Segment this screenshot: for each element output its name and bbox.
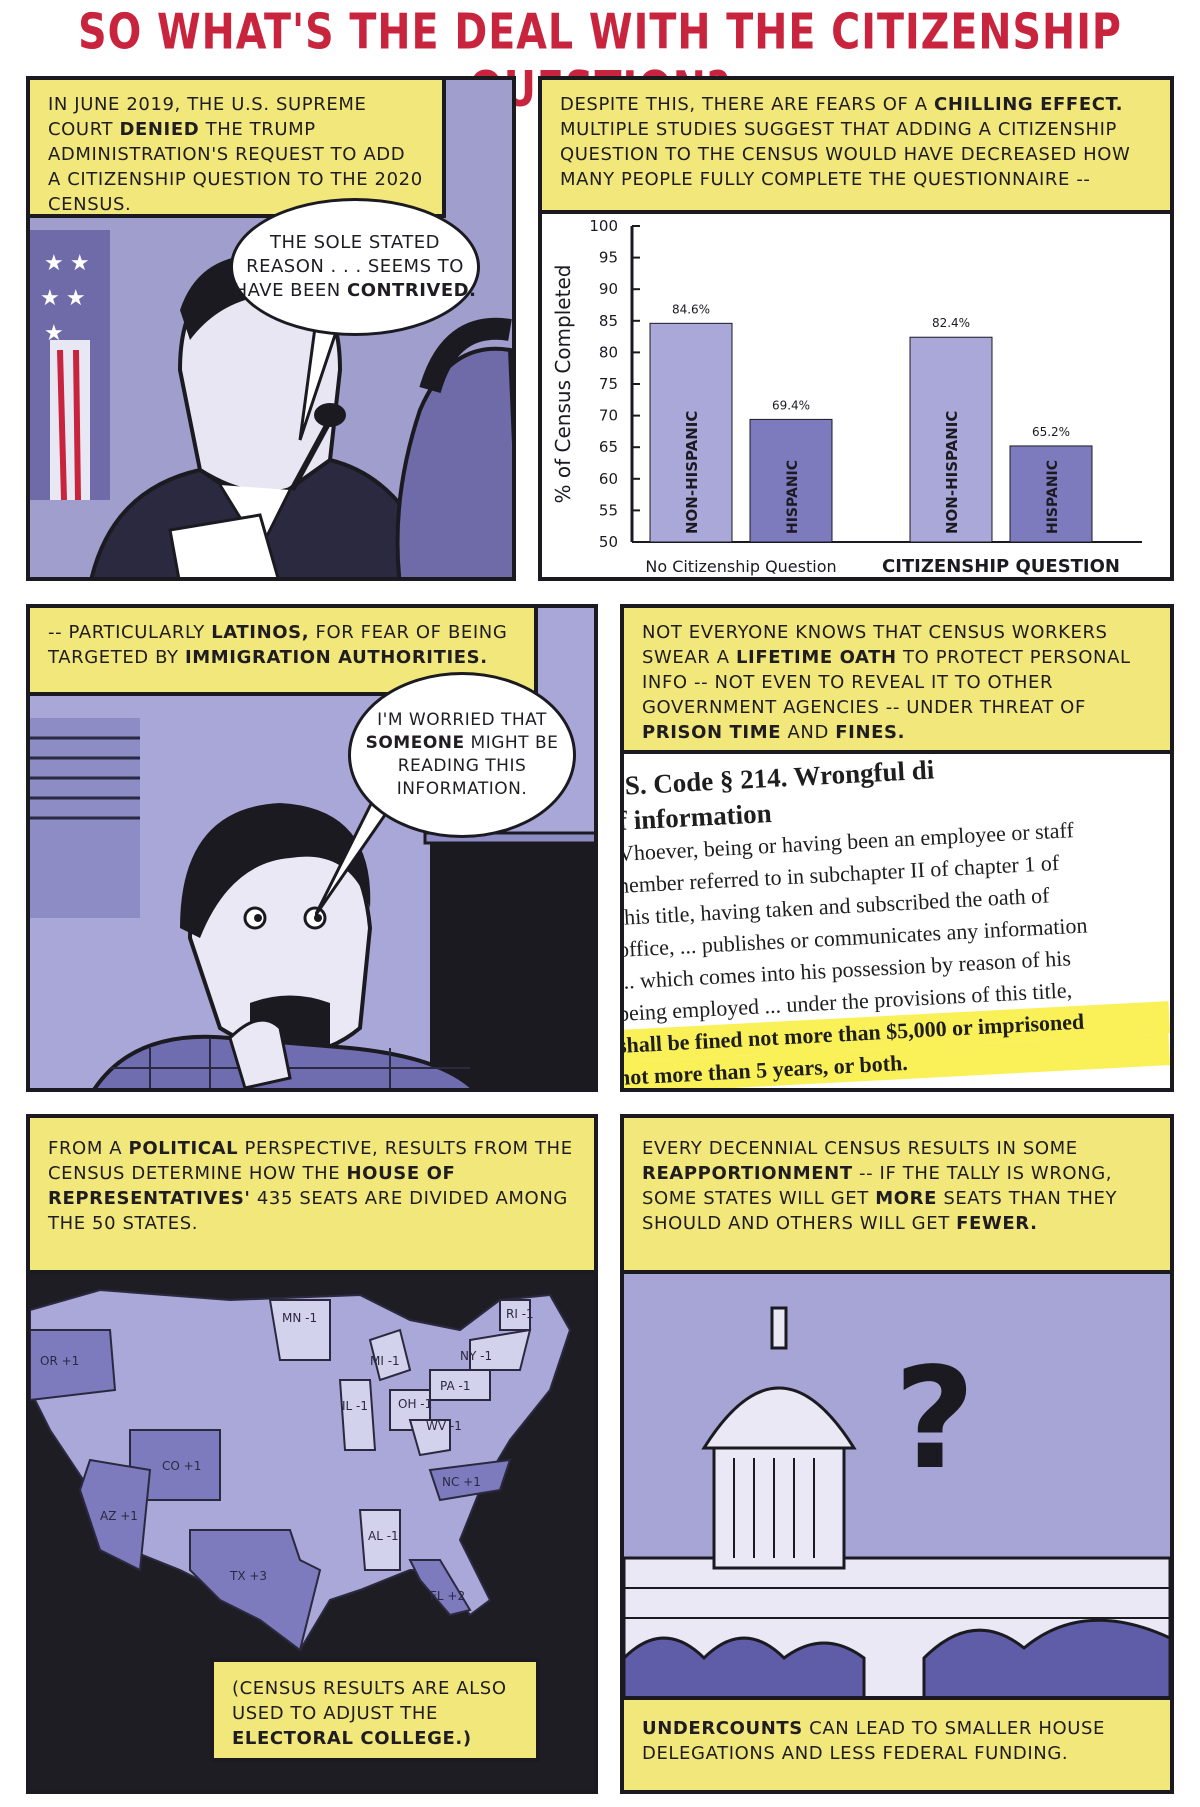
panel6-bottom-caption: UNDERCOUNTS CAN LEAD TO SMALLER HOUSE DE…: [624, 1696, 1170, 1790]
svg-text:★: ★: [44, 320, 64, 345]
panel-worried-man: -- PARTICULARLY LATINOS, FOR FEAR OF BEI…: [26, 604, 598, 1092]
bar-value-label: 69.4%: [772, 398, 810, 412]
bar-value-label: 65.2%: [1032, 425, 1070, 439]
map-label-pa: PA -1: [440, 1379, 470, 1393]
y-tick-label: 95: [599, 249, 618, 267]
electoral-college-note: (CENSUS RESULTS ARE ALSO USED TO ADJUST …: [210, 1658, 540, 1762]
panel2-caption: DESPITE THIS, THERE ARE FEARS OF A CHILL…: [542, 80, 1170, 214]
panel6-caption: EVERY DECENNIAL CENSUS RESULTS IN SOME R…: [624, 1118, 1170, 1274]
speech-bubble-judge: THE SOLE STATED REASON . . . SEEMS TO HA…: [230, 198, 480, 336]
bar-non-hispanic: [909, 336, 993, 543]
bar-label: NON-HISPANIC: [683, 411, 701, 534]
panel4-caption: NOT EVERYONE KNOWS THAT CENSUS WORKERS S…: [624, 608, 1170, 754]
y-tick-label: 100: [589, 217, 618, 235]
bar-hispanic: [749, 418, 833, 543]
y-tick-label: 65: [599, 438, 618, 456]
y-tick-label: 55: [599, 501, 618, 519]
y-tick-label: 60: [599, 470, 618, 488]
map-label-mn: MN -1: [282, 1311, 317, 1325]
svg-text:★ ★: ★ ★: [44, 250, 90, 275]
bar-non-hispanic: [649, 322, 733, 543]
bar-hispanic: [1009, 445, 1093, 543]
panel-supreme-court: ★ ★ ★ ★ ★ IN JUNE 2019, THE U.S. SUPREME…: [26, 76, 516, 581]
us-reapportionment-map: OR +1 MN -1 RI -1 NY -1 MI -1 PA -1 IL -…: [30, 1288, 572, 1652]
panel5-caption: FROM A POLITICAL PERSPECTIVE, RESULTS FR…: [30, 1118, 594, 1274]
map-label-co: CO +1: [162, 1459, 201, 1473]
map-label-fl: FL +2: [430, 1589, 465, 1603]
map-label-or: OR +1: [40, 1354, 79, 1368]
panel1-caption: IN JUNE 2019, THE U.S. SUPREME COURT DEN…: [30, 80, 446, 218]
speech-bubble-man: I'M WORRIED THAT SOMEONE MIGHT BE READIN…: [348, 672, 576, 838]
map-label-oh: OH -1: [398, 1397, 432, 1411]
bar-value-label: 84.6%: [672, 302, 710, 316]
bar-label: HISPANIC: [1045, 460, 1061, 534]
y-tick-label: 50: [599, 533, 618, 551]
question-mark: ?: [894, 1338, 976, 1501]
map-label-tx: TX +3: [229, 1569, 267, 1583]
map-label-ri: RI -1: [506, 1307, 534, 1321]
map-label-il: IL -1: [342, 1399, 368, 1413]
bar-value-label: 82.4%: [932, 316, 970, 330]
x-category-label: No Citizenship Question: [645, 557, 836, 576]
y-tick-label: 80: [599, 343, 618, 361]
bar-label: NON-HISPANIC: [943, 411, 961, 534]
bar-label: HISPANIC: [785, 460, 801, 534]
census-completion-chart: 100 95 90 85 80 75 70 65 60 55 50 % of Census Compl…: [551, 217, 1142, 576]
panel-house-map: FROM A POLITICAL PERSPECTIVE, RESULTS FR…: [26, 1114, 598, 1794]
y-axis-label: % of Census Completed: [551, 265, 575, 504]
map-label-nc: NC +1: [442, 1475, 481, 1489]
x-category-label: CITIZENSHIP QUESTION: [882, 556, 1120, 576]
map-label-wv: WV -1: [426, 1419, 462, 1433]
panel-chart: DESPITE THIS, THERE ARE FEARS OF A CHILL…: [538, 76, 1174, 581]
map-label-mi: MI -1: [370, 1354, 400, 1368]
map-label-az: AZ +1: [100, 1509, 138, 1523]
map-label-ny: NY -1: [460, 1349, 492, 1363]
y-tick-label: 85: [599, 312, 618, 330]
panel-lifetime-oath: NOT EVERYONE KNOWS THAT CENSUS WORKERS S…: [620, 604, 1174, 1092]
y-tick-label: 75: [599, 375, 618, 393]
y-tick-label: 90: [599, 280, 618, 298]
us-code-excerpt: .S. Code § 214. Wrongful di f informatio…: [624, 758, 1170, 1088]
map-label-al: AL -1: [368, 1529, 399, 1543]
panel-capitol: ? EVERY DECENNIAL CENSUS RESULTS IN SOME…: [620, 1114, 1174, 1794]
svg-text:★ ★: ★ ★: [40, 285, 86, 310]
y-tick-label: 70: [599, 407, 618, 425]
